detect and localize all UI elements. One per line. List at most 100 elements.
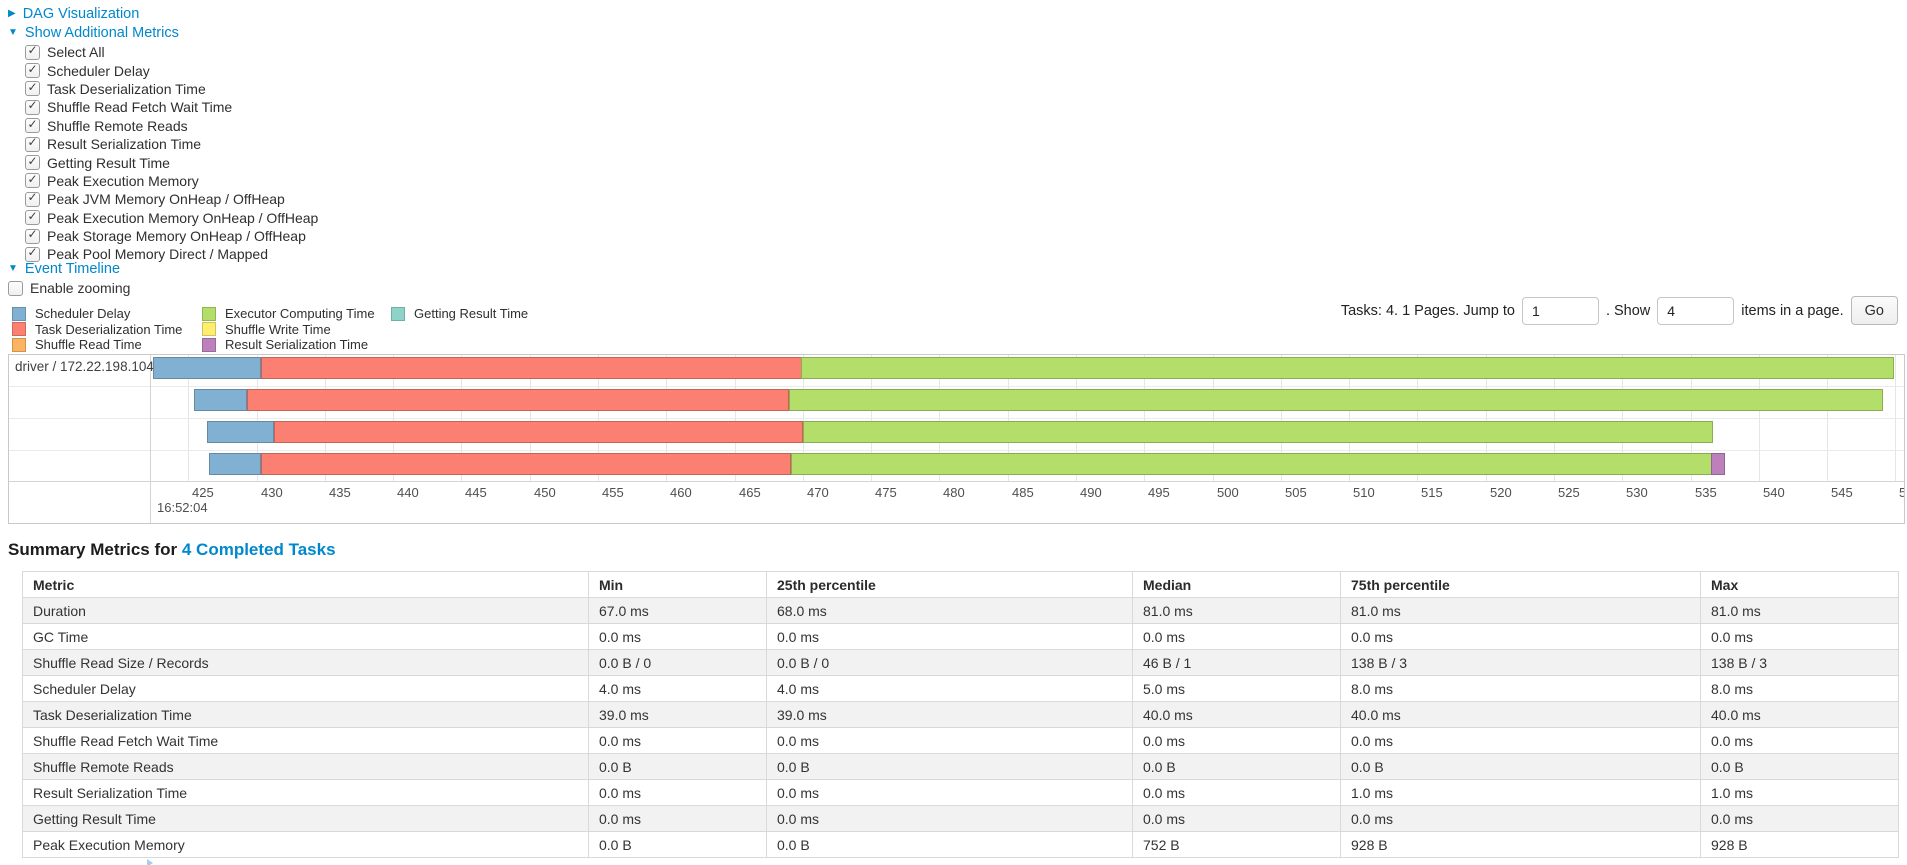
gridline <box>1008 355 1009 481</box>
legend-item: Result Serialization Time <box>202 337 375 353</box>
summary-column-header: Metric <box>22 571 589 598</box>
metric-checkbox-row[interactable]: Peak Execution Memory <box>25 172 318 190</box>
metric-value-cell: 0.0 B <box>766 753 1133 780</box>
label-column-divider <box>150 355 151 523</box>
metric-value-cell: 0.0 ms <box>588 779 767 806</box>
show-additional-metrics-link[interactable]: Show Additional Metrics <box>24 25 179 41</box>
metric-value-cell: 0.0 B <box>766 831 1133 858</box>
task-bar-segment-scheduler-delay[interactable] <box>153 357 261 379</box>
axis-tick-label: 480 <box>943 485 965 500</box>
metric-checkbox[interactable] <box>25 80 40 97</box>
metric-checkbox-row[interactable]: Scheduler Delay <box>25 61 318 79</box>
executor-computing-time-swatch-icon <box>202 306 216 321</box>
metric-value-cell: 68.0 ms <box>766 597 1133 624</box>
task-bar-segment-executor-computing-time[interactable] <box>803 421 1713 443</box>
metric-checkbox[interactable] <box>25 154 40 171</box>
show-additional-metrics-toggle[interactable]: ▼ Show Additional Metrics <box>8 25 179 41</box>
metric-value-cell: 0.0 ms <box>588 623 767 650</box>
task-bar-segment-result-serialization-time[interactable] <box>1711 453 1725 475</box>
metric-checkbox-row[interactable]: Shuffle Remote Reads <box>25 117 318 135</box>
metric-checkbox[interactable] <box>25 227 40 244</box>
gridline <box>1827 355 1828 481</box>
metric-value-cell: 0.0 B <box>588 753 767 780</box>
metric-checkbox[interactable] <box>25 209 40 226</box>
metric-checkbox[interactable] <box>25 117 40 134</box>
gridline <box>393 355 394 481</box>
legend-label: Task Deserialization Time <box>35 321 183 337</box>
axis-tick-label: 510 <box>1353 485 1375 500</box>
completed-tasks-link[interactable]: 4 Completed Tasks <box>181 540 336 559</box>
scheduler-delay-swatch-icon <box>12 306 26 321</box>
axis-tick-label: 460 <box>670 485 692 500</box>
metric-checkbox[interactable] <box>25 245 40 262</box>
metric-checkbox[interactable] <box>25 172 40 189</box>
legend-item: Getting Result Time <box>391 306 528 322</box>
task-bar-segment-executor-computing-time[interactable] <box>791 453 1712 475</box>
metric-value-cell: 8.0 ms <box>1340 675 1701 702</box>
task-bar-segment-executor-computing-time[interactable] <box>801 357 1894 379</box>
task-bar-segment-task-deserialization-time[interactable] <box>247 389 789 411</box>
pagination-suffix-text: items in a page. <box>1741 302 1844 319</box>
axis-tick-label: 505 <box>1285 485 1307 500</box>
metric-checkbox-row[interactable]: Shuffle Read Fetch Wait Time <box>25 98 318 116</box>
enable-zooming-row[interactable]: Enable zooming <box>8 280 130 296</box>
metric-name-cell: Shuffle Remote Reads <box>22 753 589 780</box>
task-bar-segment-executor-computing-time[interactable] <box>789 389 1883 411</box>
jump-to-page-input[interactable] <box>1521 296 1599 325</box>
gridline <box>1759 355 1760 481</box>
metric-checkbox-label: Peak Pool Memory Direct / Mapped <box>47 246 268 263</box>
enable-zooming-checkbox[interactable] <box>8 280 23 296</box>
gridline <box>257 355 258 481</box>
summary-table-row: Duration 67.0 ms 68.0 ms 81.0 ms 81.0 ms 81.0… <box>22 597 1899 624</box>
gridline <box>871 355 872 481</box>
event-timeline-toggle[interactable]: ▼ Event Timeline <box>8 261 120 277</box>
gridline <box>461 355 462 481</box>
metric-checkbox-row[interactable]: Task Deserialization Time <box>25 80 318 98</box>
legend-item: Executor Computing Time <box>202 306 375 322</box>
summary-column-header: Min <box>588 571 767 598</box>
metric-checkbox-row[interactable]: Getting Result Time <box>25 153 318 171</box>
metric-checkbox-row[interactable]: Peak Pool Memory Direct / Mapped <box>25 245 318 263</box>
task-bar-segment-task-deserialization-time[interactable] <box>274 421 803 443</box>
metric-checkbox[interactable] <box>25 62 40 79</box>
row-separator <box>9 418 1904 419</box>
task-bar-segment-scheduler-delay[interactable] <box>209 453 261 475</box>
summary-table-row: Shuffle Read Fetch Wait Time 0.0 ms 0.0 ms… <box>22 727 1899 754</box>
metric-checkbox-row[interactable]: Select All <box>25 43 318 61</box>
legend-item: Task Deserialization Time <box>12 322 182 338</box>
metric-checkbox[interactable] <box>25 135 40 152</box>
metric-checkbox-label: Shuffle Read Fetch Wait Time <box>47 99 233 116</box>
task-bar-segment-scheduler-delay[interactable] <box>194 389 247 411</box>
metric-value-cell: 0.0 ms <box>766 779 1133 806</box>
metric-checkbox-row[interactable]: Peak JVM Memory OnHeap / OffHeap <box>25 190 318 208</box>
metric-checkbox-row[interactable]: Peak Storage Memory OnHeap / OffHeap <box>25 227 318 245</box>
axis-tick-label: 440 <box>397 485 419 500</box>
metric-value-cell: 0.0 B / 0 <box>766 649 1133 676</box>
dag-visualization-toggle[interactable]: ▶ DAG Visualization <box>8 6 139 22</box>
metric-checkbox[interactable] <box>25 190 40 207</box>
gridline <box>598 355 599 481</box>
gridline <box>325 355 326 481</box>
metric-value-cell: 0.0 ms <box>588 805 767 832</box>
metric-checkbox[interactable] <box>25 43 40 60</box>
axis-tick-label: 445 <box>465 485 487 500</box>
metric-value-cell: 40.0 ms <box>1700 701 1899 728</box>
metric-checkbox-row[interactable]: Result Serialization Time <box>25 135 318 153</box>
result-serialization-time-swatch-icon <box>202 337 216 352</box>
task-bar-segment-task-deserialization-time[interactable] <box>261 357 802 379</box>
task-bar-segment-scheduler-delay[interactable] <box>207 421 274 443</box>
metric-value-cell: 4.0 ms <box>588 675 767 702</box>
metric-checkbox[interactable] <box>25 98 40 115</box>
event-timeline-link[interactable]: Event Timeline <box>24 261 121 277</box>
go-button[interactable]: Go <box>1850 296 1898 325</box>
axis-tick-label: 425 <box>192 485 214 500</box>
legend-label: Scheduler Delay <box>35 306 131 322</box>
metric-value-cell: 0.0 ms <box>1132 805 1341 832</box>
items-per-page-input[interactable] <box>1657 296 1735 325</box>
axis-tick-label: 545 <box>1831 485 1853 500</box>
dag-visualization-link[interactable]: DAG Visualization <box>22 6 140 22</box>
metric-checkbox-row[interactable]: Peak Execution Memory OnHeap / OffHeap <box>25 209 318 227</box>
task-bar-segment-task-deserialization-time[interactable] <box>261 453 791 475</box>
summary-table-row: Scheduler Delay 4.0 ms 4.0 ms 5.0 ms 8.0 ms 8… <box>22 675 1899 702</box>
